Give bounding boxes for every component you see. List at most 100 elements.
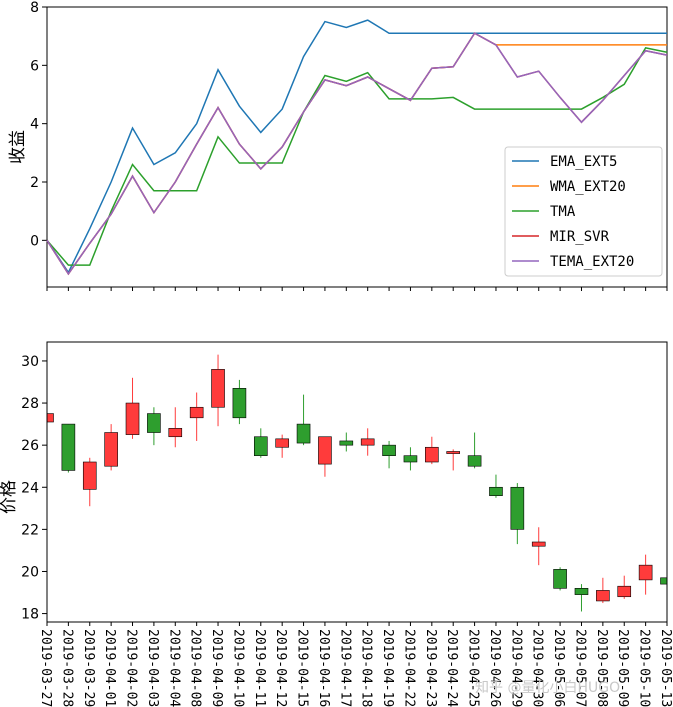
candle-body [467, 455, 482, 467]
candle-body [232, 388, 247, 419]
candle [82, 457, 97, 507]
series-line-tema_ext20 [47, 33, 667, 274]
candle-body [296, 423, 311, 444]
top-y-tick-label: 6 [30, 58, 39, 74]
date-tick-label: 2019-04-08 [188, 629, 203, 707]
date-tick-label: 2019-04-23 [423, 629, 438, 707]
date-tick-label: 2019-04-17 [337, 629, 352, 707]
top-y-axis-label: 收益 [8, 130, 28, 164]
candle-body [339, 440, 354, 446]
date-tick-label: 2019-04-03 [145, 629, 160, 707]
candle-body [168, 428, 183, 438]
candle-body [553, 569, 567, 589]
candle-body [403, 455, 418, 463]
candle-body [275, 438, 289, 448]
bottom-y-tick-label: 18 [21, 607, 39, 623]
candle [510, 483, 525, 545]
candle [125, 377, 140, 439]
candle-body [638, 564, 653, 581]
bottom-y-tick-label: 26 [21, 438, 39, 454]
candle-body [318, 436, 332, 465]
date-tick-label: 2019-04-04 [166, 629, 181, 707]
candle-body [596, 590, 610, 602]
bottom-y-axis-label: 价格 [0, 480, 19, 514]
candle [425, 436, 439, 465]
candle-body [46, 413, 54, 423]
bottom-plot-frame [46, 341, 668, 623]
candle [660, 577, 668, 585]
bottom-y-tick-label: 22 [21, 522, 39, 538]
top-y-tick-label: 0 [30, 233, 39, 249]
date-tick-label: 2019-04-19 [380, 629, 395, 707]
bottom-y-tick-label: 30 [21, 354, 39, 370]
candle [168, 407, 183, 448]
candle-body [189, 406, 204, 419]
candle [553, 567, 567, 591]
date-tick-label: 2019-04-15 [295, 629, 310, 707]
date-tick-label: 2019-04-18 [359, 629, 374, 707]
candle [489, 474, 503, 498]
date-tick-label: 2019-03-28 [59, 629, 74, 707]
date-tick-label: 2019-03-27 [38, 629, 53, 707]
series-line-ema_ext5 [47, 20, 667, 272]
date-tick-label: 2019-05-13 [658, 629, 673, 707]
candle-body [446, 451, 461, 454]
candle [531, 527, 546, 566]
candle-body [360, 438, 375, 446]
date-tick-label: 2019-04-30 [530, 629, 545, 707]
candle-body [253, 436, 268, 456]
legend-label: MIR_SVR [550, 229, 610, 245]
candle-body [617, 585, 632, 598]
price-candlestick-chart: 18 20 22 24 26 28 30 2019-03-27 2019-03-28 2019-0… [0, 341, 673, 707]
candle [296, 394, 311, 446]
bottom-plot-bg [47, 342, 667, 622]
date-tick-label: 2019-05-07 [572, 629, 587, 707]
candle-body [61, 423, 76, 471]
candle [211, 354, 225, 427]
candle [446, 449, 461, 471]
candle [275, 434, 289, 458]
date-tick-label: 2019-05-09 [615, 629, 630, 707]
candle [147, 407, 161, 446]
candle [382, 440, 396, 469]
candle-body [425, 446, 439, 463]
bottom-y-tick-label: 28 [21, 396, 39, 412]
candle [467, 432, 482, 469]
candle [617, 575, 632, 599]
date-tick-label: 2019-04-01 [102, 629, 117, 707]
candle-body [660, 577, 668, 585]
candle-body [489, 486, 503, 496]
candle-body [211, 369, 225, 408]
date-tick-label: 2019-04-12 [273, 629, 288, 707]
candle [360, 428, 375, 456]
bottom-y-tick-label: 20 [21, 564, 39, 580]
date-tick-label: 2019-04-26 [487, 629, 502, 707]
candle-body [82, 461, 97, 490]
candle-body [104, 432, 118, 467]
legend-label: WMA_EXT20 [550, 179, 626, 195]
returns-line-chart: 0 2 4 6 8 收益 EMA_EXT5 WMA_EXT20 TMA MIR_SVR TEMA_E… [8, 0, 668, 291]
candle [403, 447, 418, 471]
date-tick-label: 2019-05-08 [594, 629, 609, 707]
candle [596, 577, 610, 604]
candle-body [382, 444, 396, 456]
date-tick-label: 2019-04-29 [508, 629, 523, 707]
candle [638, 554, 653, 595]
bottom-y-tick-label: 24 [21, 480, 39, 496]
top-y-tick-label: 4 [30, 117, 39, 133]
series-line-tma [47, 48, 667, 265]
date-tick-label: 2019-03-29 [81, 629, 96, 707]
legend-label: TEMA_EXT20 [550, 254, 634, 270]
candle [339, 432, 354, 452]
date-tick-label: 2019-04-10 [230, 629, 245, 707]
date-tick-label: 2019-05-06 [551, 629, 566, 707]
date-tick-label: 2019-04-22 [401, 629, 416, 707]
legend-label: EMA_EXT5 [550, 154, 617, 170]
date-tick-label: 2019-05-10 [637, 629, 652, 707]
top-y-tick-label: 8 [30, 0, 39, 16]
candle-body [125, 402, 140, 435]
candle [189, 392, 204, 441]
candle-body [147, 413, 161, 433]
series-lines [47, 20, 667, 274]
